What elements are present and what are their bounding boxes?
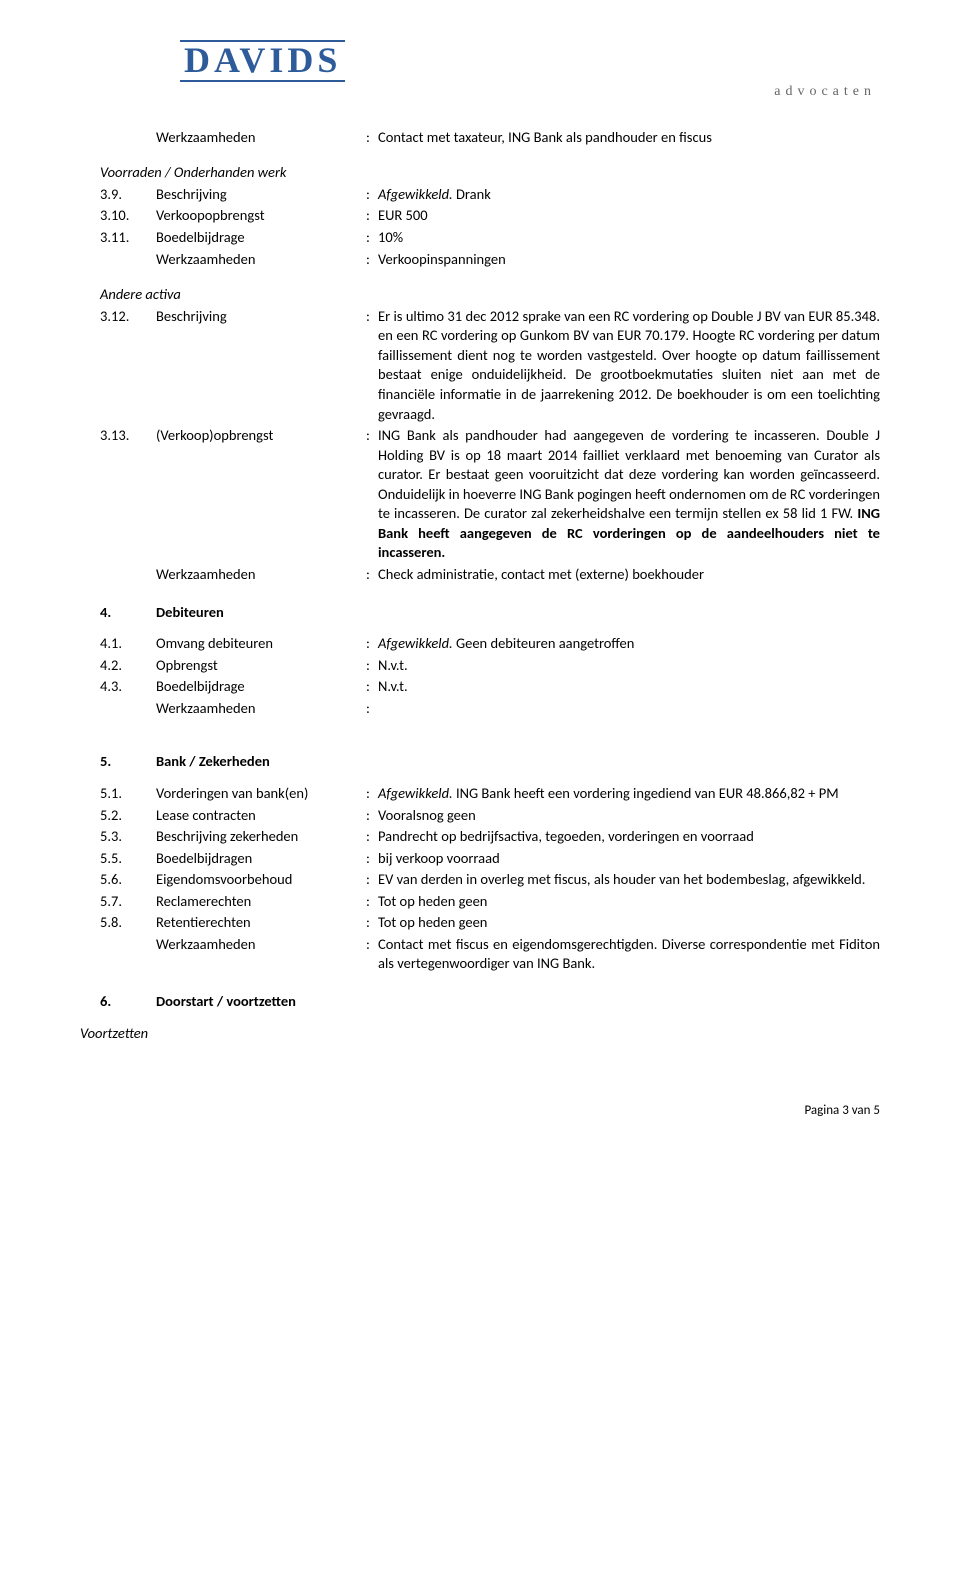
value: Contact met taxateur, ING Bank als pandh…: [378, 128, 880, 148]
label: Werkzaamheden: [156, 128, 366, 148]
row-3-12: 3.12. Beschrijving : Er is ultimo 31 dec…: [100, 307, 880, 424]
row-5-2: 5.2. Lease contracten : Vooralsnog geen: [100, 806, 880, 826]
row-5-3: 5.3. Beschrijving zekerheden : Pandrecht…: [100, 827, 880, 847]
row-5-5: 5.5. Boedelbijdragen : bij verkoop voorr…: [100, 849, 880, 869]
row-3-10: 3.10. Verkoopopbrengst : EUR 500: [100, 206, 880, 226]
row-werkzaamheden-voorraden: Werkzaamheden : Verkoopinspanningen: [100, 250, 880, 270]
section-5-heading: 5. Bank / Zekerheden: [100, 752, 880, 772]
document-page: DAVIDS advocaten Werkzaamheden : Contact…: [0, 0, 960, 1158]
row-5-1: 5.1. Vorderingen van bank(en) : Afgewikk…: [100, 784, 880, 804]
row-3-11: 3.11. Boedelbijdrage : 10%: [100, 228, 880, 248]
row-4-3: 4.3. Boedelbijdrage : N.v.t.: [100, 677, 880, 697]
row-3-13: 3.13. (Verkoop)opbrengst : ING Bank als …: [100, 426, 880, 563]
row-werkzaamheden-5: Werkzaamheden : Contact met fiscus en ei…: [100, 935, 880, 974]
page-footer: Pagina 3 van 5: [100, 1103, 880, 1118]
row-5-8: 5.8. Retentierechten : Tot op heden geen: [100, 913, 880, 933]
row-3-9: 3.9. Beschrijving : Afgewikkeld. Drank: [100, 185, 880, 205]
row-4-2: 4.2. Opbrengst : N.v.t.: [100, 656, 880, 676]
row-werkzaamheden-top: Werkzaamheden : Contact met taxateur, IN…: [100, 128, 880, 148]
row-4-1: 4.1. Omvang debiteuren : Afgewikkeld. Ge…: [100, 634, 880, 654]
logo-subtext: advocaten: [180, 84, 880, 100]
logo-wordmark: DAVIDS: [180, 40, 345, 82]
logo: DAVIDS advocaten: [180, 40, 880, 100]
row-5-7: 5.7. Reclamerechten : Tot op heden geen: [100, 892, 880, 912]
section-6-heading: 6. Doorstart / voortzetten: [100, 992, 880, 1012]
row-5-6: 5.6. Eigendomsvoorbehoud : EV van derden…: [100, 870, 880, 890]
row-werkzaamheden-4: Werkzaamheden :: [100, 699, 880, 719]
subheading-voorraden: Voorraden / Onderhanden werk: [100, 163, 880, 183]
subheading-voortzetten: Voortzetten: [80, 1024, 880, 1044]
section-4-heading: 4. Debiteuren: [100, 603, 880, 623]
subheading-andere-activa: Andere activa: [100, 285, 880, 305]
row-werkzaamheden-andere: Werkzaamheden : Check administratie, con…: [100, 565, 880, 585]
